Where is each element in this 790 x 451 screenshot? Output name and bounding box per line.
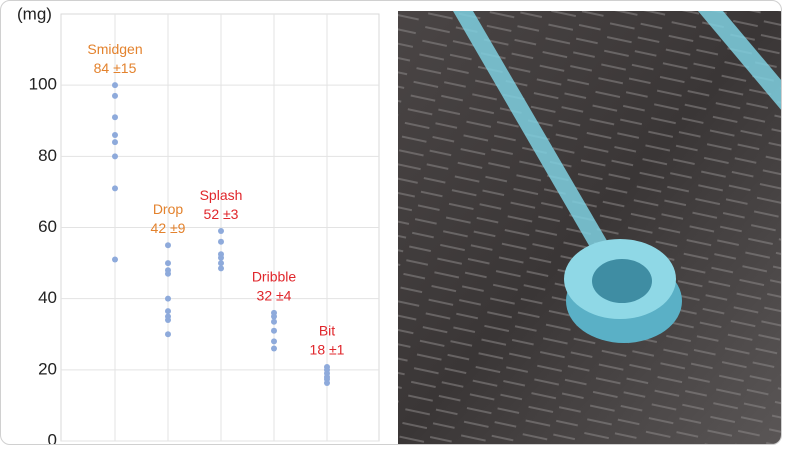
data-point	[112, 131, 118, 138]
chart: (mg) 0 20 40 60 80 100 Smidgen 84 ±15 Drop 42 ±9 S…	[17, 4, 380, 444]
y-tick-label: 80	[38, 146, 57, 165]
data-point	[112, 114, 118, 121]
y-tick-label: 100	[29, 75, 57, 94]
data-point	[165, 270, 171, 277]
data-point	[218, 265, 224, 272]
data-point	[271, 318, 277, 325]
stick-handle	[453, 11, 613, 261]
series-summary: 32 ±4	[257, 288, 292, 304]
series-name: Splash	[200, 187, 243, 203]
data-point	[112, 153, 118, 160]
y-tick-label: 40	[38, 288, 57, 307]
data-point	[112, 139, 118, 146]
stick-handle-2	[698, 11, 781, 110]
series-summary: 18 ±1	[310, 342, 345, 358]
y-tick-label: 20	[38, 359, 57, 378]
data-point	[112, 82, 118, 89]
data-point	[112, 92, 118, 99]
data-point	[271, 327, 277, 334]
series-name: Smidgen	[87, 41, 142, 57]
data-point	[271, 345, 277, 352]
series-name: Drop	[153, 201, 184, 217]
data-point	[271, 338, 277, 345]
y-tick-label: 60	[38, 217, 57, 236]
data-point	[165, 260, 171, 267]
data-point	[165, 295, 171, 302]
frame: (mg) 0 20 40 60 80 100 Smidgen 84 ±15 Drop 42 ±9 S…	[0, 0, 782, 445]
y-tick-label: 0	[48, 430, 57, 444]
data-point	[218, 238, 224, 245]
spoon-cup-hollow	[592, 259, 652, 303]
series-name: Bit	[319, 323, 335, 339]
data-point	[218, 228, 224, 235]
data-point	[218, 260, 224, 267]
data-point	[165, 317, 171, 324]
data-point	[165, 242, 171, 249]
series-summary: 42 ±9	[151, 220, 186, 236]
series-name: Dribble	[252, 269, 297, 285]
y-axis-label: (mg)	[17, 4, 52, 23]
data-point	[271, 313, 277, 320]
series-summary: 84 ±15	[94, 60, 137, 76]
data-point	[165, 331, 171, 338]
photo	[398, 11, 781, 444]
data-point	[112, 185, 118, 192]
data-point	[324, 379, 330, 386]
data-point	[218, 254, 224, 261]
series-summary: 52 ±3	[204, 206, 239, 222]
data-point	[165, 308, 171, 315]
data-point	[112, 256, 118, 263]
